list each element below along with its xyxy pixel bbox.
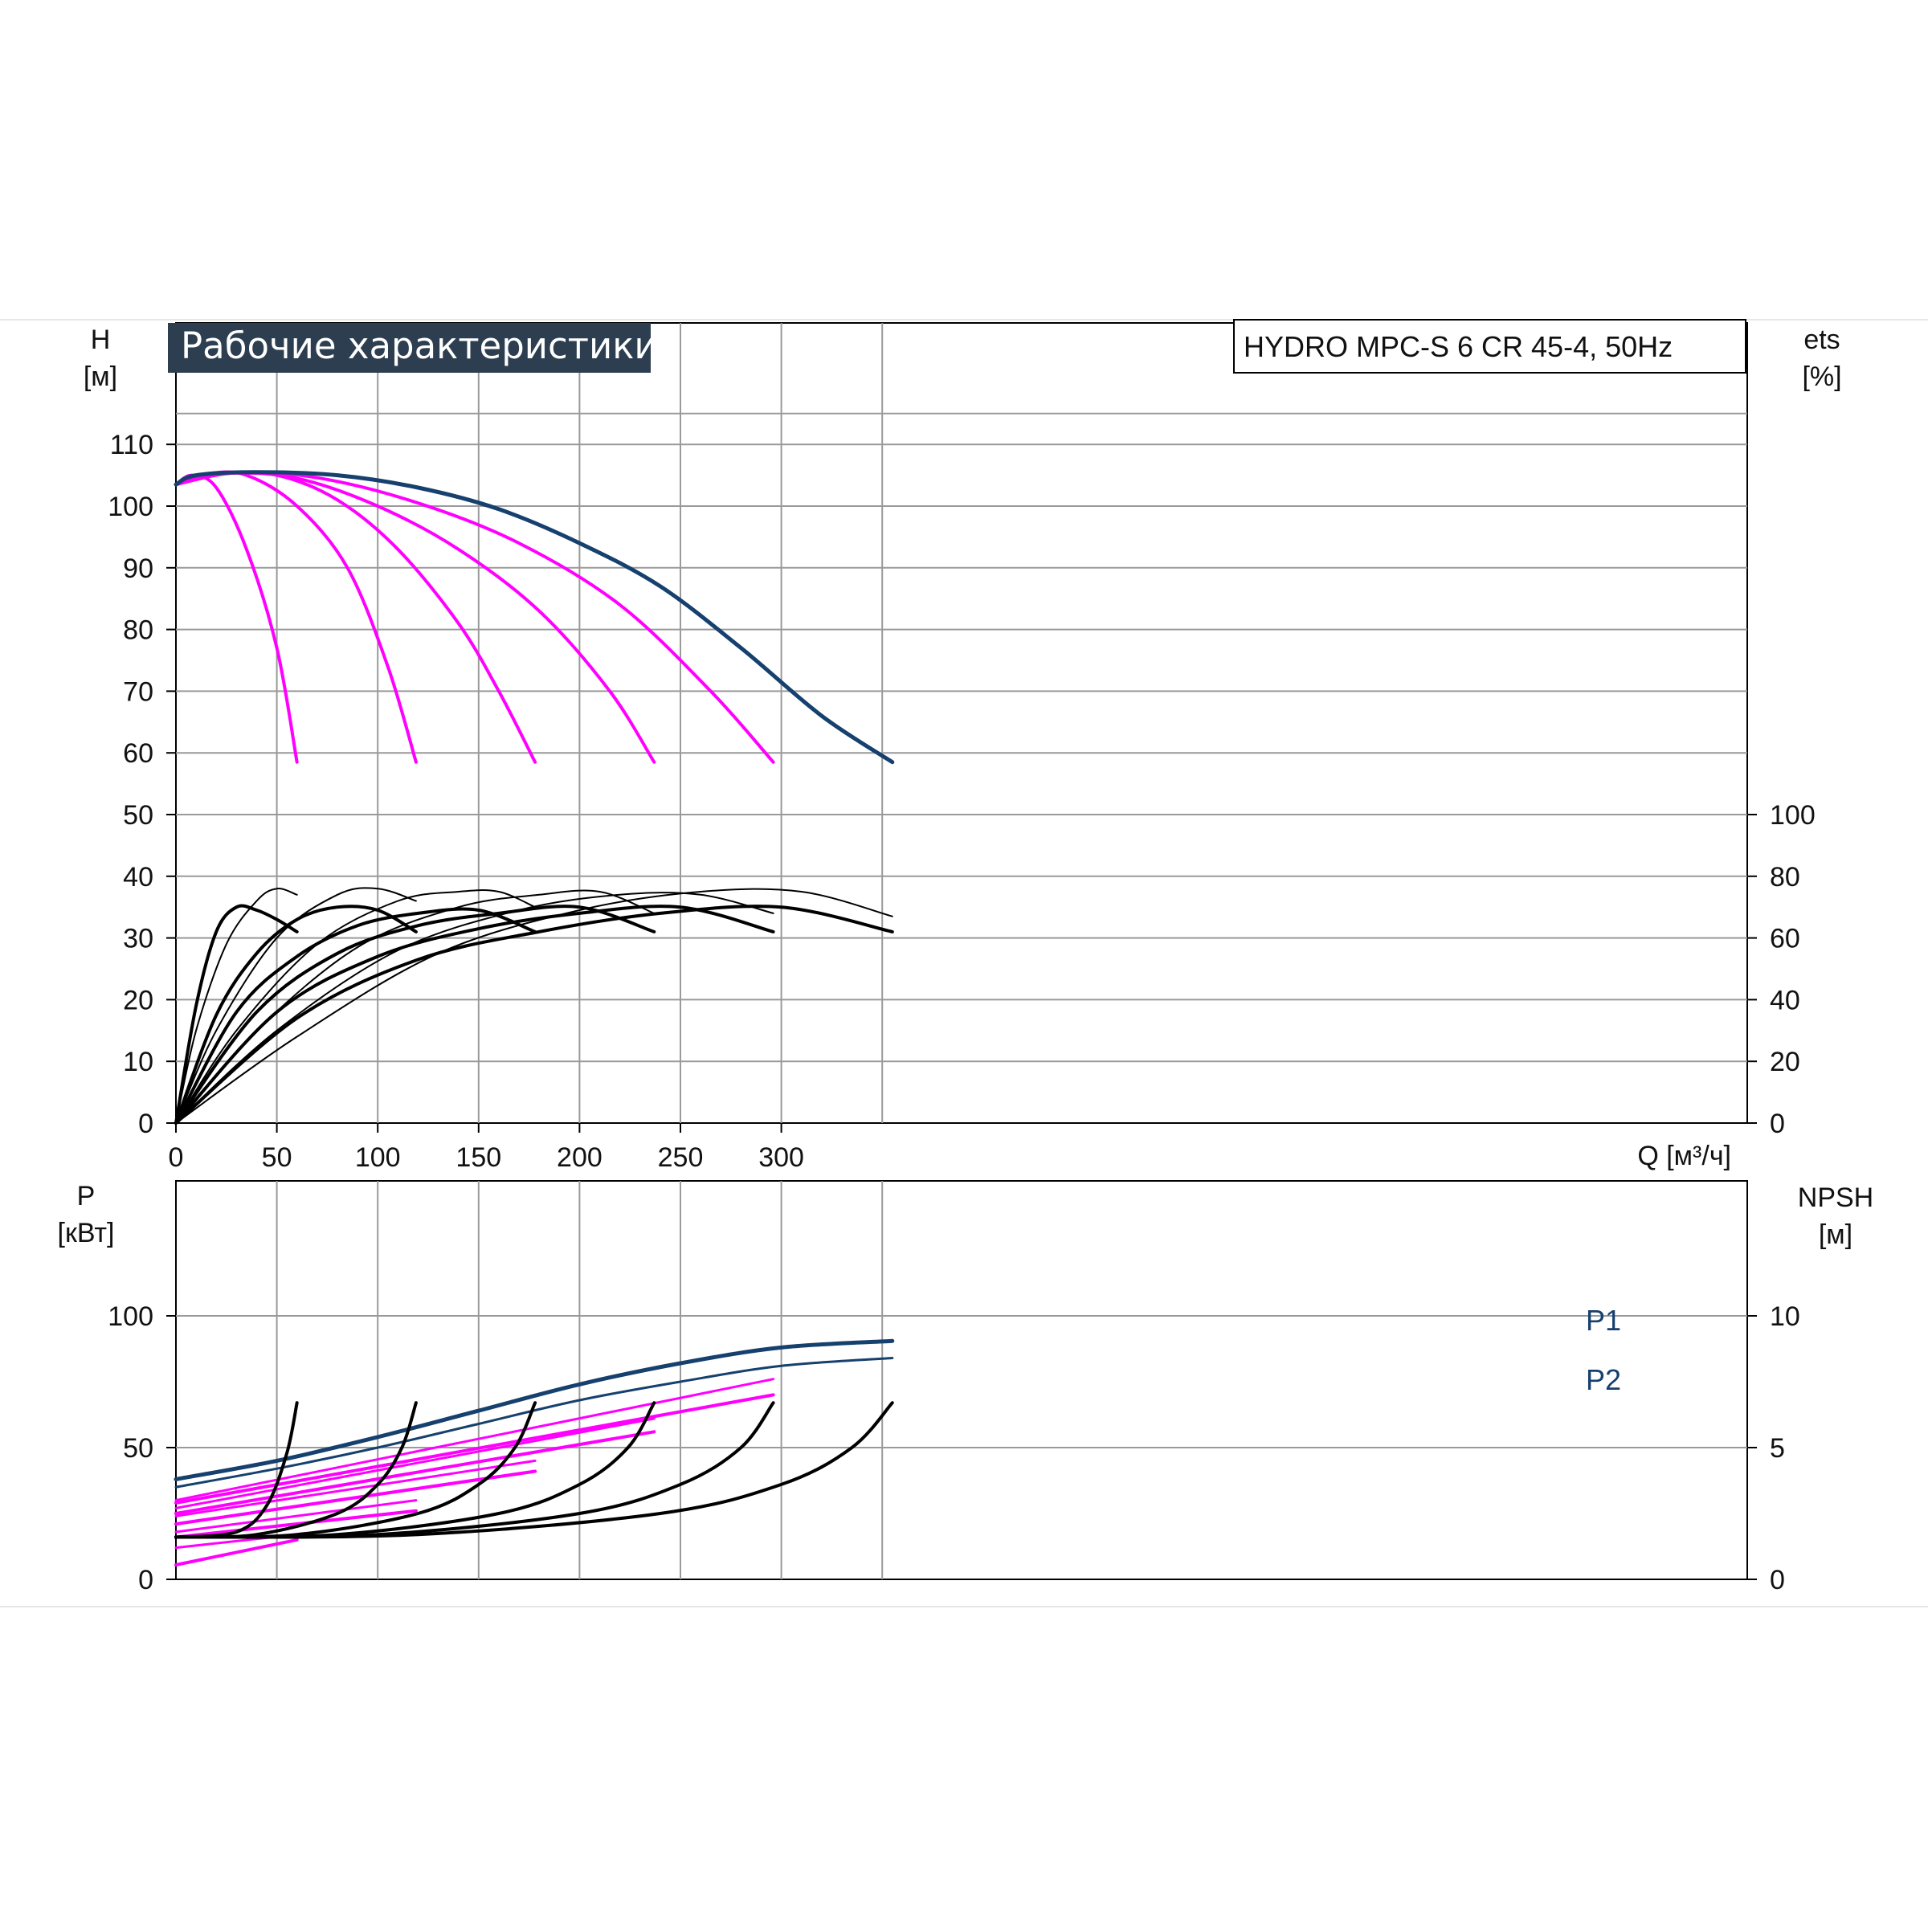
efficiency-curve-12 bbox=[175, 888, 893, 1124]
power-curve-reduced-5 bbox=[174, 1469, 537, 1526]
top-axes: 0 10 20 30 40 50 60 70 80 90 100 110 0 20 40 60 80 100 0 50… bbox=[108, 430, 1815, 1173]
x-tick-label: 0 bbox=[169, 1142, 184, 1173]
efficiency-curves bbox=[174, 887, 894, 1125]
model-box bbox=[1233, 319, 1746, 374]
y-right-label-unit: [%] bbox=[1802, 361, 1841, 392]
top-plot-area bbox=[175, 322, 1748, 1124]
chart-title: Рабочие характеристики bbox=[181, 325, 658, 367]
y-left-tick-label: 50 bbox=[123, 800, 153, 831]
p1-curve-max bbox=[174, 1338, 895, 1481]
power-curve-reduced-4 bbox=[174, 1499, 418, 1534]
efficiency-curve-11 bbox=[174, 905, 894, 1125]
x-tick-label: 300 bbox=[758, 1142, 804, 1173]
y-left-tick-label: 40 bbox=[123, 862, 153, 892]
x-tick-label: 150 bbox=[455, 1142, 501, 1173]
power-curve-reduced-1 bbox=[174, 1538, 299, 1566]
y-left-label-unit: [м] bbox=[84, 361, 117, 392]
y-right-tick-label: 0 bbox=[1770, 1109, 1785, 1139]
power-curve-reduced-6 bbox=[174, 1459, 537, 1517]
y-right-tick-label: 100 bbox=[1770, 800, 1816, 831]
model-label: HYDRO MPC-S 6 CR 45-4, 50Hz bbox=[1244, 330, 1673, 363]
y-left-tick-label: 30 bbox=[123, 924, 153, 954]
p-tick-label: 100 bbox=[108, 1301, 153, 1332]
x-tick-label: 100 bbox=[355, 1142, 401, 1173]
npsh-curves bbox=[174, 1401, 894, 1539]
bottom-plot-area bbox=[175, 1180, 1748, 1580]
efficiency-curve-2 bbox=[175, 888, 298, 1124]
npsh-tick-label: 10 bbox=[1770, 1301, 1800, 1332]
y-right-label-symbol: ets bbox=[1803, 325, 1840, 355]
head-curve-6-pumps bbox=[174, 470, 895, 765]
y-right-tick-label: 40 bbox=[1770, 985, 1800, 1015]
power-npsh-panel: 0 50 100 0 5 10 P [кВт] NPSH [м] P1 P2 bbox=[58, 1180, 1873, 1595]
y-left-tick-label: 100 bbox=[108, 492, 153, 522]
y-left-tick-label: 0 bbox=[138, 1109, 153, 1139]
y-left-tick-label: 60 bbox=[123, 738, 153, 769]
x-axis-label: Q [м³/ч] bbox=[1637, 1141, 1731, 1171]
npsh-label-unit: [м] bbox=[1819, 1219, 1852, 1250]
p-label-unit: [кВт] bbox=[58, 1218, 115, 1248]
power-curve-reduced-3 bbox=[174, 1509, 418, 1539]
efficiency-curve-10 bbox=[175, 892, 774, 1124]
x-tick-label: 250 bbox=[658, 1142, 704, 1173]
npsh-label-symbol: NPSH bbox=[1798, 1182, 1873, 1213]
efficiency-curve-7 bbox=[174, 905, 656, 1125]
y-left-tick-label: 10 bbox=[123, 1047, 153, 1077]
head-efficiency-panel: 0 10 20 30 40 50 60 70 80 90 100 110 0 20 40 60 80 100 0 50… bbox=[84, 319, 1842, 1173]
p2-curve-max bbox=[174, 1357, 894, 1489]
x-tick-label: 200 bbox=[557, 1142, 602, 1173]
efficiency-curve-6 bbox=[175, 889, 537, 1124]
y-left-tick-label: 70 bbox=[123, 676, 153, 707]
power-curve-reduced-8 bbox=[174, 1417, 656, 1509]
power-curves bbox=[174, 1338, 895, 1566]
power-curve-reduced-7 bbox=[174, 1430, 656, 1515]
power-curve-reduced-10 bbox=[174, 1378, 775, 1502]
efficiency-curve-9 bbox=[174, 905, 775, 1125]
y-right-tick-label: 60 bbox=[1770, 924, 1800, 954]
efficiency-curve-4 bbox=[175, 887, 417, 1124]
y-right-tick-label: 20 bbox=[1770, 1047, 1800, 1077]
p-tick-label: 50 bbox=[123, 1433, 153, 1464]
y-right-tick-label: 80 bbox=[1770, 862, 1800, 892]
y-left-tick-label: 80 bbox=[123, 615, 153, 646]
y-left-tick-label: 20 bbox=[123, 985, 153, 1015]
efficiency-curve-1 bbox=[174, 904, 299, 1125]
bottom-axes: 0 50 100 0 5 10 bbox=[108, 1301, 1800, 1595]
npsh-curve-1 bbox=[174, 1401, 299, 1539]
p-label-symbol: P bbox=[77, 1181, 96, 1211]
efficiency-curve-5 bbox=[174, 907, 537, 1125]
p-tick-label: 0 bbox=[138, 1565, 153, 1595]
npsh-tick-label: 5 bbox=[1770, 1433, 1785, 1464]
y-left-label-symbol: H bbox=[91, 325, 111, 355]
p2-series-label: P2 bbox=[1586, 1363, 1621, 1396]
x-tick-label: 50 bbox=[262, 1142, 292, 1173]
head-curves bbox=[174, 470, 895, 765]
y-left-tick-label: 90 bbox=[123, 553, 153, 584]
title-box bbox=[168, 323, 651, 373]
p1-series-label: P1 bbox=[1586, 1304, 1621, 1337]
y-left-tick-label: 110 bbox=[110, 430, 153, 460]
npsh-tick-label: 0 bbox=[1770, 1565, 1785, 1595]
npsh-curve-6 bbox=[174, 1401, 894, 1539]
